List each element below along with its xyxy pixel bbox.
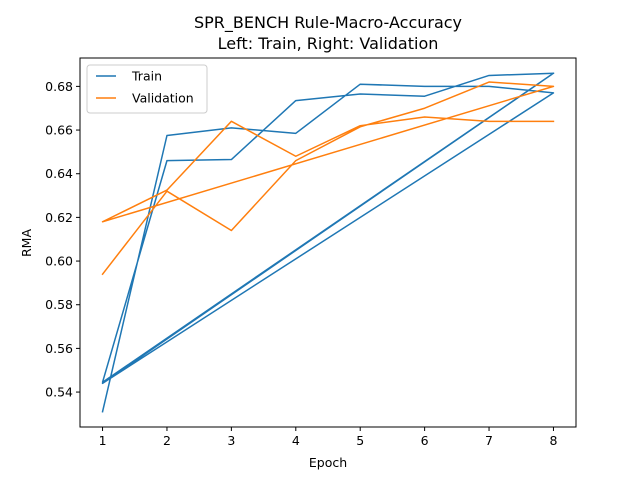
x-tick-label: 8 xyxy=(549,433,557,448)
x-tick-label: 2 xyxy=(163,433,171,448)
plot-area-frame xyxy=(79,57,577,428)
x-axis-label: Epoch xyxy=(309,455,347,470)
x-tick-label: 1 xyxy=(99,433,107,448)
x-tick-label: 3 xyxy=(227,433,235,448)
legend: Train Validation xyxy=(86,64,208,114)
series-line-validation xyxy=(101,81,555,276)
legend-box xyxy=(86,64,208,114)
chart-subtitle: Left: Train, Right: Validation xyxy=(218,34,439,53)
legend-label-validation: Validation xyxy=(132,91,194,106)
y-tick-label: 0.56 xyxy=(45,341,73,356)
y-tick-label: 0.68 xyxy=(45,79,73,94)
y-axis-label: RMA xyxy=(19,229,34,257)
y-tick-label: 0.58 xyxy=(45,297,73,312)
y-tick-label: 0.66 xyxy=(45,123,73,138)
y-tick-label: 0.62 xyxy=(45,210,73,225)
y-tick-label: 0.60 xyxy=(45,254,73,269)
series-line-train xyxy=(101,72,555,413)
y-tick-label: 0.54 xyxy=(45,385,73,400)
y-axis-ticks: 0.54 0.56 0.58 0.60 0.62 0.64 0.66 0.68 xyxy=(45,79,80,400)
series-layer xyxy=(101,72,555,413)
y-tick-label: 0.64 xyxy=(45,166,73,181)
chart-title: SPR_BENCH Rule-Macro-Accuracy xyxy=(194,13,462,33)
x-tick-label: 4 xyxy=(292,433,300,448)
x-tick-label: 5 xyxy=(356,433,364,448)
x-tick-label: 6 xyxy=(421,433,429,448)
x-axis-ticks: 1 2 3 4 5 6 7 8 xyxy=(99,427,557,448)
x-tick-label: 7 xyxy=(485,433,493,448)
legend-label-train: Train xyxy=(131,69,162,84)
